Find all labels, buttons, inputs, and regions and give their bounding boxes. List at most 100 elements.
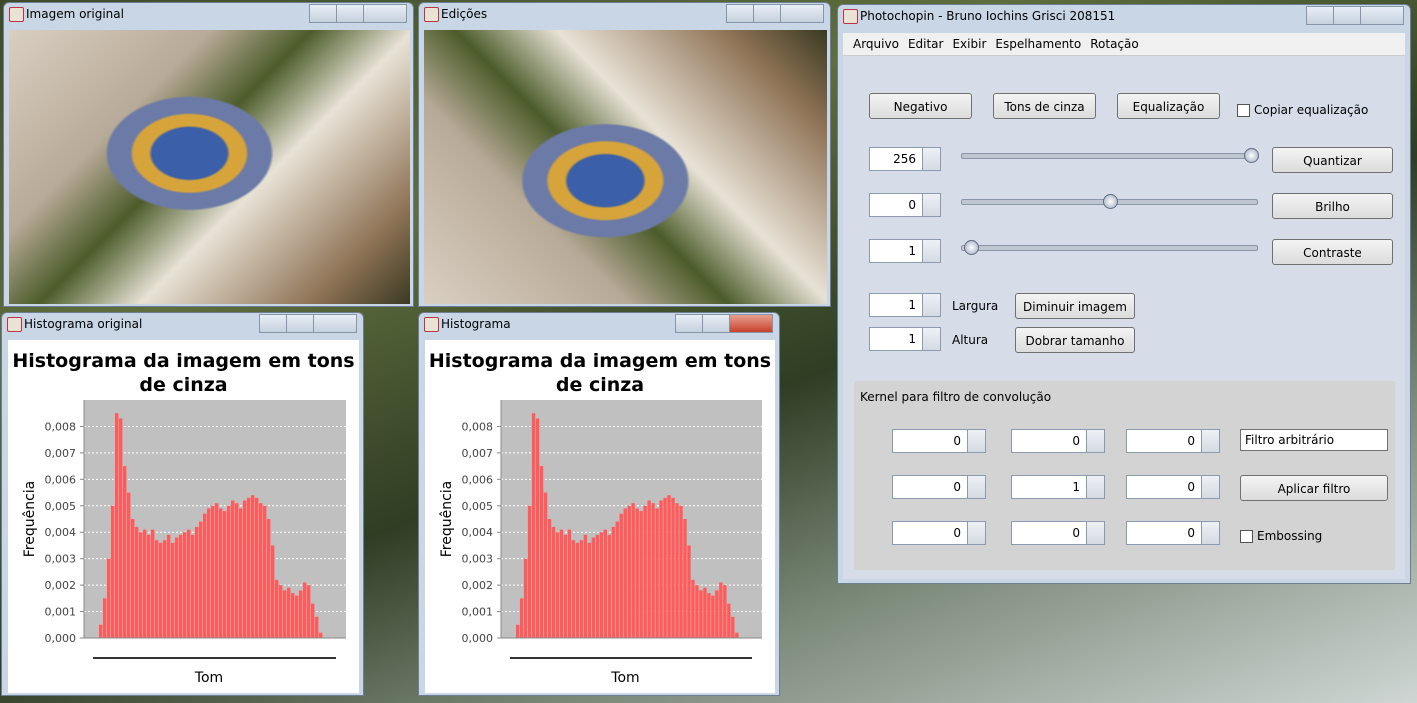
bar <box>667 495 671 638</box>
label: Copiar equalização <box>1254 103 1369 117</box>
controls[interactable] <box>1306 6 1404 25</box>
y-axis-label: Frequência <box>439 481 455 558</box>
x-axis-label: Tom <box>610 670 639 686</box>
kernel-spinner[interactable]: 0 <box>892 475 986 499</box>
histogram: Histograma da imagem em tons de cinza 0,00… <box>8 340 359 693</box>
button[interactable]: Quantizar <box>1272 147 1393 173</box>
y-tick-label: 0,003 <box>462 553 494 566</box>
bar <box>223 511 227 638</box>
menu-item[interactable]: Editar <box>907 37 944 51</box>
button[interactable]: Brilho <box>1272 193 1393 219</box>
window-edits: Edições <box>418 2 831 307</box>
bar <box>215 503 219 638</box>
kernel-spinner[interactable]: 0 <box>1011 521 1105 545</box>
menu-item[interactable]: Arquivo <box>853 37 899 51</box>
spinner[interactable]: 0 <box>869 193 941 217</box>
bar <box>587 542 592 638</box>
bar <box>719 582 723 638</box>
chart-title: Histograma da imagem em tons de cinza <box>429 350 771 396</box>
menu-item[interactable]: Espelhamento <box>995 37 1082 51</box>
bar <box>603 529 607 638</box>
slider[interactable] <box>961 240 1258 255</box>
bar <box>171 542 175 638</box>
bar <box>179 534 183 638</box>
bar <box>707 593 711 638</box>
bar <box>619 513 623 638</box>
bar <box>163 540 167 638</box>
menu-item[interactable]: Exibir <box>952 37 987 51</box>
bar <box>147 534 151 638</box>
spinner[interactable]: 1 <box>869 293 941 317</box>
bar <box>211 505 215 638</box>
bar <box>731 616 735 638</box>
bar <box>595 534 600 638</box>
y-tick-label: 0,005 <box>462 500 494 513</box>
bar <box>735 632 739 638</box>
checkbox[interactable] <box>1237 104 1250 117</box>
y-tick-label: 0,002 <box>462 579 494 592</box>
bar <box>679 505 683 638</box>
spinner[interactable]: 1 <box>869 239 941 263</box>
bar <box>635 508 639 638</box>
bar <box>631 503 635 638</box>
controls[interactable] <box>675 314 773 333</box>
kernel-panel: Kernel para filtro de convolução Filtro … <box>854 381 1395 570</box>
histogram: Histograma da imagem em tons de cinza 0,00… <box>425 340 775 693</box>
controls[interactable] <box>726 4 824 23</box>
bar <box>299 590 303 638</box>
kernel-spinner[interactable]: 0 <box>1126 475 1220 499</box>
bar <box>611 526 615 638</box>
controls[interactable] <box>309 4 407 23</box>
menu-item[interactable]: Rotação <box>1090 37 1139 51</box>
slider[interactable] <box>961 194 1258 209</box>
title: Imagem original <box>4 3 413 25</box>
window-hist-original: Histograma original Histograma da imagem… <box>1 312 364 696</box>
bar <box>519 598 524 638</box>
button[interactable]: Aplicar filtro <box>1240 475 1388 501</box>
controls[interactable] <box>259 314 357 333</box>
bar <box>563 534 568 638</box>
bar <box>515 624 520 638</box>
kernel-spinner[interactable]: 0 <box>1126 429 1220 453</box>
bar <box>559 529 564 638</box>
bar <box>527 505 532 638</box>
button[interactable]: Diminuir imagem <box>1015 293 1135 319</box>
bar <box>295 595 299 638</box>
bar <box>583 534 588 638</box>
y-axis-label: Frequência <box>22 481 38 558</box>
spinner[interactable]: 1 <box>869 327 941 351</box>
bar <box>259 503 263 638</box>
kernel-spinner[interactable]: 0 <box>892 521 986 545</box>
button[interactable]: Contraste <box>1272 239 1393 265</box>
spinner[interactable]: 256 <box>869 147 941 171</box>
bar <box>571 540 576 638</box>
menu-bar: Arquivo Editar Exibir Espelhamento Rotação <box>843 33 1405 56</box>
bar <box>271 545 275 638</box>
bar <box>263 505 267 638</box>
bar <box>643 505 647 638</box>
button[interactable]: Negativo <box>869 93 972 119</box>
bar <box>283 590 287 638</box>
bar <box>187 529 191 638</box>
button[interactable]: Dobrar tamanho <box>1015 327 1135 353</box>
chart-title: Histograma da imagem em tons de cinza <box>12 350 354 396</box>
title: Histograma <box>419 313 779 335</box>
kernel-spinner[interactable]: 0 <box>1011 429 1105 453</box>
bar <box>723 585 727 638</box>
bar <box>235 503 239 638</box>
y-tick-label: 0,007 <box>45 447 77 460</box>
kernel-spinner[interactable]: 0 <box>1126 521 1220 545</box>
kernel-spinner[interactable]: 0 <box>892 429 986 453</box>
kernel-spinner[interactable]: 1 <box>1011 475 1105 499</box>
y-tick-label: 0,004 <box>462 526 494 539</box>
bar <box>175 537 179 638</box>
bar <box>155 540 159 638</box>
bar <box>219 508 223 638</box>
button[interactable]: Equalização <box>1117 93 1220 119</box>
bar <box>715 590 719 638</box>
dropdown[interactable]: Filtro arbitrário <box>1240 429 1388 451</box>
checkbox[interactable] <box>1240 530 1253 543</box>
bar <box>251 495 255 638</box>
button[interactable]: Tons de cinza <box>993 93 1096 119</box>
slider[interactable] <box>961 148 1259 163</box>
